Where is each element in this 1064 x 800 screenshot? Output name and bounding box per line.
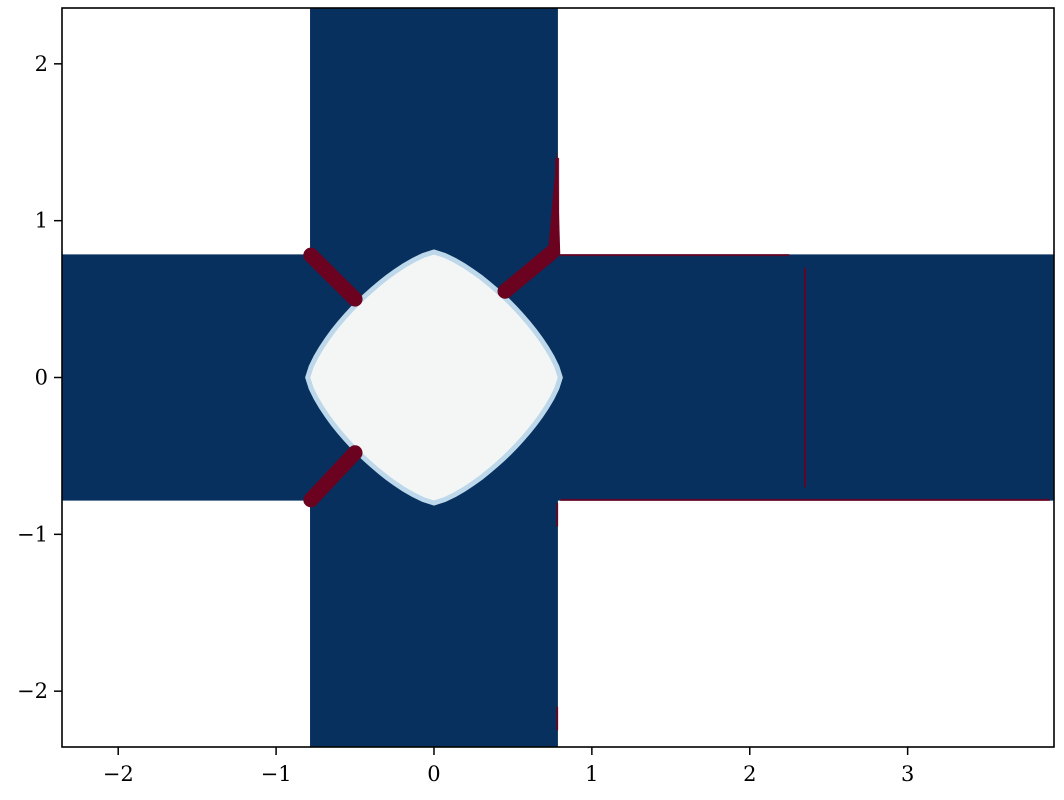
y-axis: −2 −1 0 1 2 — [17, 52, 62, 703]
x-tick-label: 1 — [585, 762, 598, 786]
center-blob — [305, 249, 563, 506]
y-tick-label: 0 — [35, 366, 48, 390]
streak — [497, 244, 560, 299]
heatmap-field — [62, 8, 1054, 747]
y-tick-label: −2 — [17, 679, 48, 703]
x-tick-label: 2 — [743, 762, 756, 786]
spike — [547, 150, 561, 256]
y-tick-label: 2 — [35, 52, 48, 76]
x-tick-label: −2 — [103, 762, 134, 786]
streak — [303, 247, 363, 307]
x-tick-label: −1 — [261, 762, 292, 786]
y-tick-label: 1 — [35, 209, 48, 233]
x-tick-label: 3 — [901, 762, 914, 786]
x-axis: −2 −1 0 1 2 3 — [103, 747, 914, 786]
streak — [303, 445, 363, 508]
y-tick-label: −1 — [17, 522, 48, 546]
x-tick-label: 0 — [427, 762, 440, 786]
